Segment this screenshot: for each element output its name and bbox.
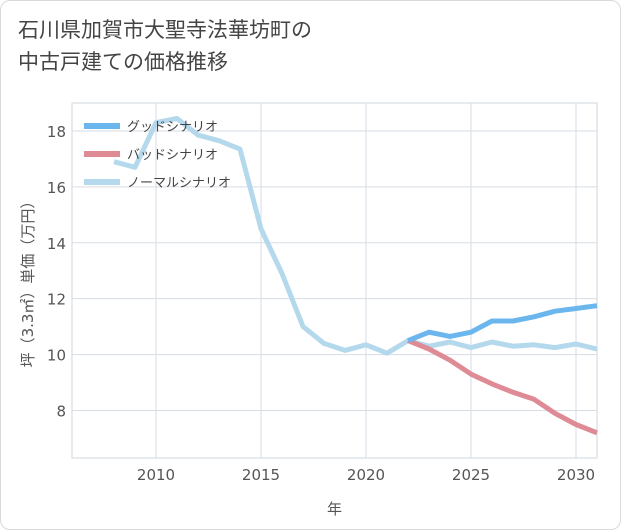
- plot-area: [71, 102, 598, 459]
- x-tick-label: 2015: [242, 466, 280, 484]
- legend-label-2: ノーマルシナリオ: [127, 176, 231, 191]
- y-tick-label: 10: [47, 347, 66, 365]
- grid-lines: [72, 103, 597, 458]
- series-lines: [113, 115, 598, 436]
- legend-label-1: バッドシナリオ: [127, 148, 218, 163]
- x-tick-label: 2030: [557, 466, 595, 484]
- y-tick-label: 18: [47, 123, 66, 141]
- y-tick-label: 8: [56, 402, 66, 420]
- chart-title-line-2: 中古戸建ての価格推移: [18, 50, 228, 74]
- x-tick-label: 2020: [347, 466, 385, 484]
- y-axis-ticks: 8 10 12 14 16 18: [47, 123, 66, 421]
- series-line-2: [113, 115, 598, 356]
- x-axis-title: 年: [327, 500, 342, 518]
- legend-label-0: グッドシナリオ: [127, 120, 218, 135]
- chart-title: 石川県加賀市大聖寺法華坊町の 中古戸建ての価格推移: [18, 14, 312, 78]
- y-tick-label: 14: [47, 235, 66, 253]
- x-tick-label: 2010: [137, 466, 175, 484]
- y-tick-label: 12: [47, 291, 66, 309]
- x-axis-ticks: 2010 2015 2020 2025 2030: [137, 466, 595, 484]
- series-line-1: [407, 338, 598, 436]
- plot-frame: [71, 102, 598, 459]
- chart-title-line-1: 石川県加賀市大聖寺法華坊町の: [18, 18, 312, 42]
- y-tick-label: 16: [47, 179, 66, 197]
- series-line-0: [407, 303, 598, 343]
- x-tick-label: 2025: [452, 466, 490, 484]
- y-axis-title: 坪（3.3㎡）単価（万円）: [19, 194, 37, 368]
